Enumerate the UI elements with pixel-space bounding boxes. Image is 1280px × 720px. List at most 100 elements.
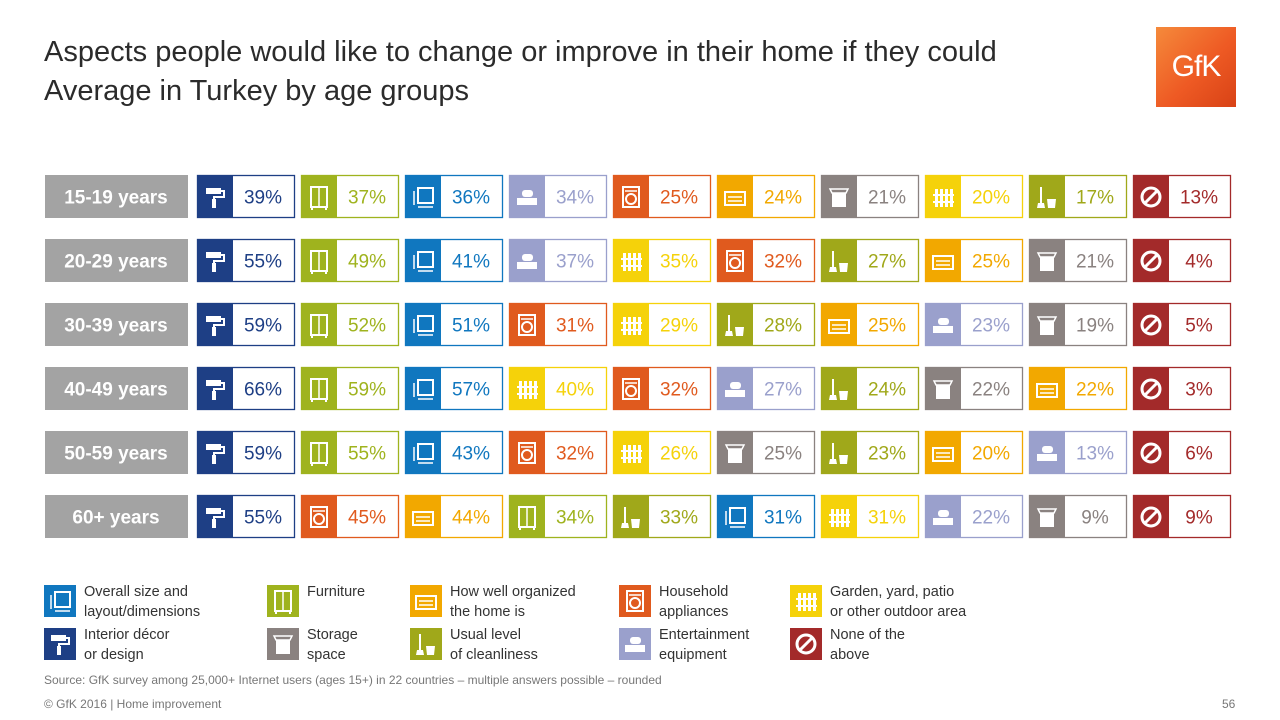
cell-size: 57% (404, 366, 504, 411)
fence-icon (790, 585, 822, 617)
storage-box-icon (267, 628, 299, 660)
paint-roller-icon (206, 508, 225, 528)
no-entry-icon (1140, 314, 1162, 336)
cell-size: 36% (404, 174, 504, 219)
cell-entertainment: 22% (924, 494, 1024, 539)
cupboard-icon (310, 250, 328, 274)
cell-storage: 21% (1028, 238, 1128, 283)
legend-label-line-2: or other outdoor area (830, 604, 967, 620)
cell-value: 25% (764, 444, 802, 465)
cupboard-icon (310, 378, 328, 402)
cell-value: 52% (348, 316, 386, 337)
cell-furniture: 59% (300, 366, 400, 411)
game-controller-icon (725, 382, 745, 397)
cell-value: 26% (660, 444, 698, 465)
broom-bucket-icon (829, 379, 848, 400)
cell-cleanliness: 27% (820, 238, 920, 283)
legend-label: Overall size and layout/dimensions (84, 582, 200, 622)
cell-value: 13% (1076, 444, 1114, 465)
size-layout-icon (44, 585, 76, 617)
row-label-text: 50-59 years (64, 444, 168, 465)
cell-decor: 55% (196, 238, 296, 283)
legend-label-line-1: Usual level (450, 627, 521, 643)
fence-icon (621, 445, 642, 463)
cell-value: 66% (244, 380, 282, 401)
washing-machine-icon (310, 506, 328, 528)
cell-value: 55% (348, 444, 386, 465)
cell-storage: 9% (1028, 494, 1128, 539)
chart-title: Aspects people would like to change or i… (44, 33, 997, 111)
cell-value: 37% (556, 252, 594, 273)
cell-none: 4% (1132, 238, 1232, 283)
cell-value: 36% (452, 188, 490, 209)
cell-storage: 19% (1028, 302, 1128, 347)
cell-value: 17% (1076, 188, 1114, 209)
row-label: 40-49 years (45, 367, 188, 410)
cell-garden: 20% (924, 174, 1024, 219)
gfk-logo: GfK (1156, 27, 1236, 107)
cell-value: 59% (348, 380, 386, 401)
legend-label: None of the above (830, 625, 905, 665)
cell-value: 31% (868, 508, 906, 529)
legend-label-line-1: How well organized (450, 584, 576, 600)
fence-icon (933, 189, 954, 207)
cell-value: 20% (972, 444, 1010, 465)
no-entry-icon (1140, 442, 1162, 464)
broom-bucket-icon (1037, 187, 1056, 208)
game-controller-icon (517, 254, 537, 269)
cell-value: 35% (660, 252, 698, 273)
game-controller-icon (933, 318, 953, 333)
drawer-icon (724, 191, 746, 206)
cell-value: 22% (1076, 380, 1114, 401)
cell-appliances: 32% (716, 238, 816, 283)
cell-organized: 22% (1028, 366, 1128, 411)
cell-value: 9% (1185, 508, 1213, 529)
cell-value: 55% (244, 252, 282, 273)
cell-entertainment: 27% (716, 366, 816, 411)
cell-value: 51% (452, 316, 490, 337)
cupboard-icon (310, 186, 328, 210)
paint-roller-icon (206, 380, 225, 400)
game-controller-icon (517, 190, 537, 205)
cell-appliances: 45% (300, 494, 400, 539)
legend-label: Garden, yard, patio or other outdoor area (830, 582, 966, 622)
legend-label-line-1: Entertainment (659, 627, 750, 643)
cell-garden: 26% (612, 430, 712, 475)
legend-label-line-2: space (307, 647, 346, 663)
legend-label-line-1: Furniture (307, 584, 366, 600)
legend-label: Interior décor or design (84, 625, 169, 665)
ranking-chart: 15-19 years 39% 37% 36% 34% 25% 24% 21% 20% 17% 13… (45, 174, 1232, 539)
cell-furniture: 37% (300, 174, 400, 219)
washing-machine-icon (518, 442, 536, 464)
row-label-text: 30-39 years (64, 316, 168, 337)
cell-value: 25% (868, 316, 906, 337)
cell-value: 23% (972, 316, 1010, 337)
cell-value: 31% (556, 316, 594, 337)
paint-roller-icon (44, 628, 76, 660)
cell-cleanliness: 23% (820, 430, 920, 475)
cell-value: 4% (1185, 252, 1213, 273)
drawer-icon (412, 511, 434, 526)
copyright-note: © GfK 2016 | Home improvement (44, 697, 222, 711)
washing-machine-icon (726, 250, 744, 272)
drawer-icon (932, 447, 954, 462)
legend-label: Household appliances (659, 582, 728, 622)
cell-garden: 31% (820, 494, 920, 539)
size-layout-icon (413, 187, 434, 208)
row-label: 15-19 years (45, 175, 188, 218)
cell-organized: 25% (924, 238, 1024, 283)
broom-bucket-icon (829, 443, 848, 464)
cell-none: 9% (1132, 494, 1232, 539)
cell-value: 21% (1076, 252, 1114, 273)
cell-entertainment: 37% (508, 238, 608, 283)
cell-value: 21% (868, 188, 906, 209)
cell-value: 49% (348, 252, 386, 273)
cell-organized: 20% (924, 430, 1024, 475)
cell-value: 32% (556, 444, 594, 465)
cell-value: 55% (244, 508, 282, 529)
paint-roller-icon (206, 188, 225, 208)
legend-label-line-2: or design (84, 647, 144, 663)
cell-value: 27% (868, 252, 906, 273)
title-line-1: Aspects people would like to change or i… (44, 36, 997, 68)
drawer-icon (932, 255, 954, 270)
